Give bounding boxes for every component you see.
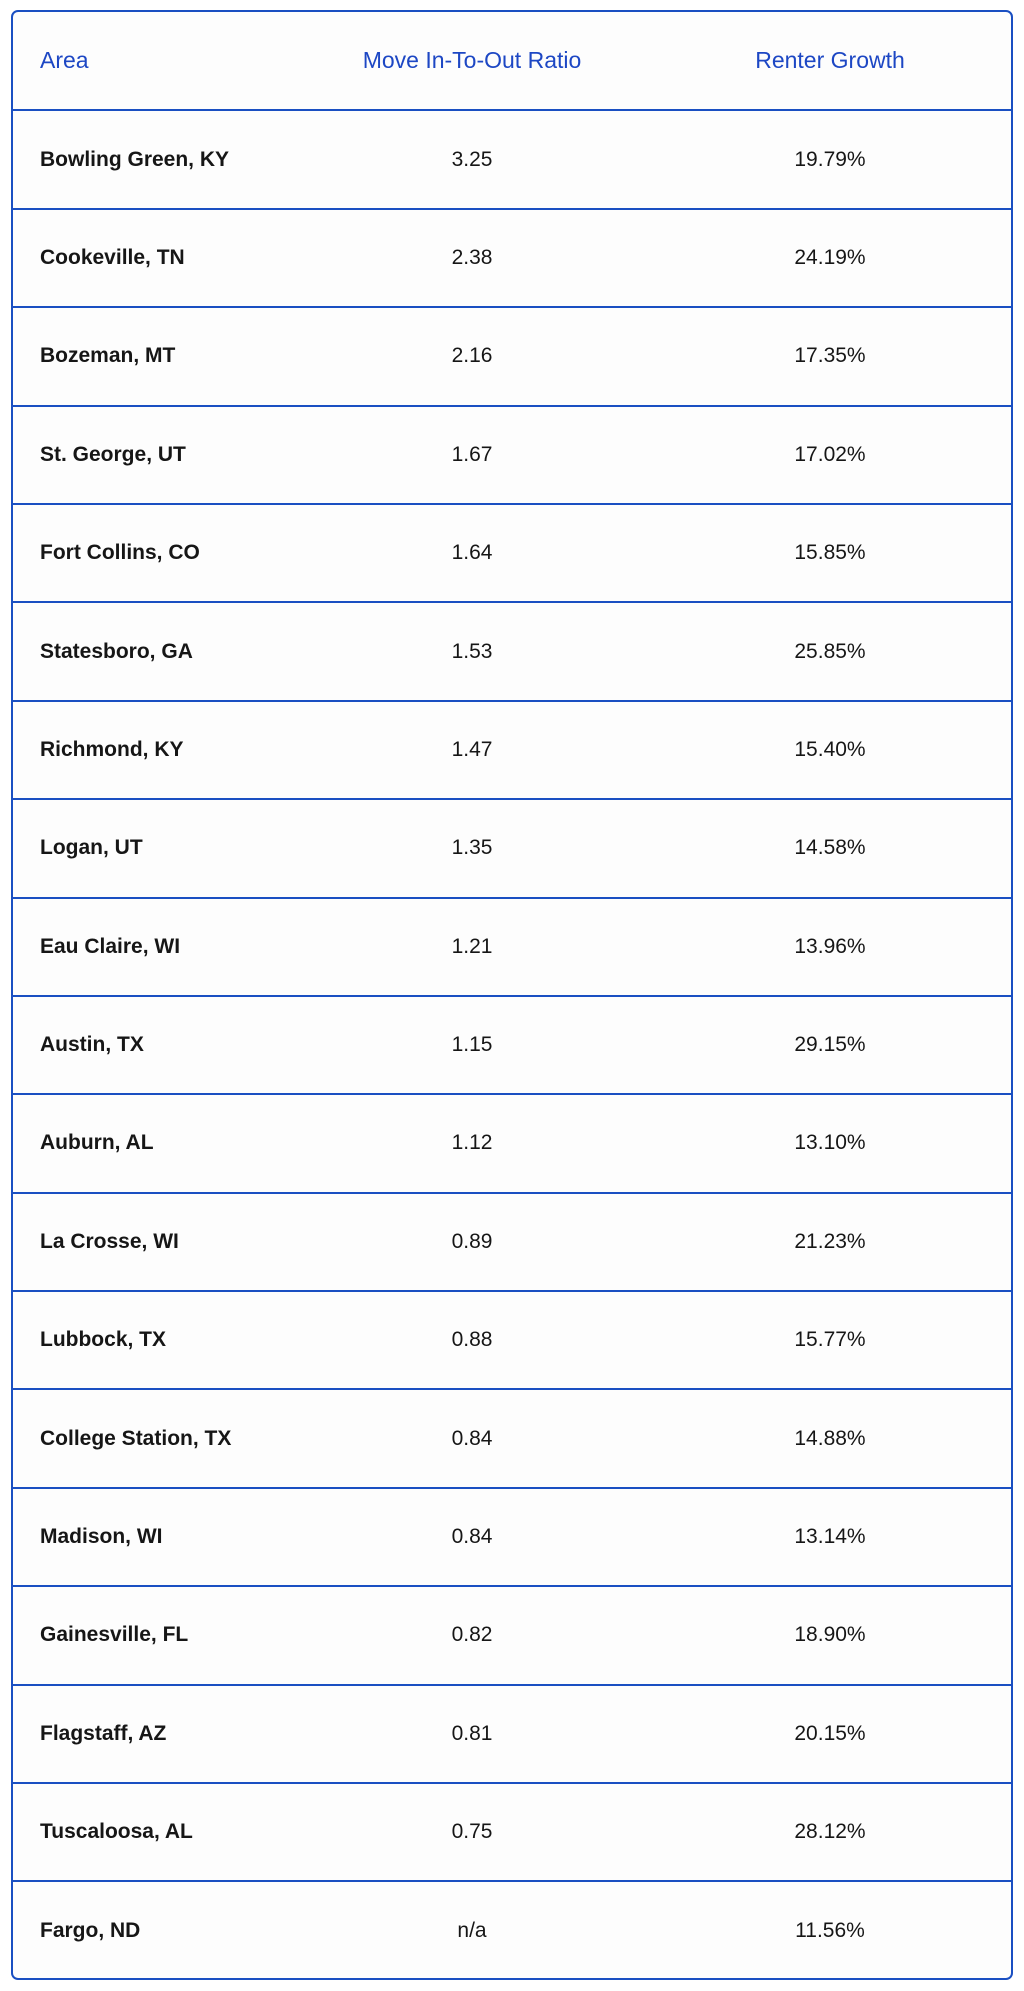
move-ratio-cell: 0.75	[297, 1782, 647, 1882]
renter-growth-cell: 15.77%	[647, 1290, 1011, 1390]
renter-growth-cell: 17.35%	[647, 306, 1011, 406]
table-row: Logan, UT 1.35 14.58%	[13, 798, 1011, 898]
renter-growth-cell: 17.02%	[647, 404, 1011, 504]
table-row: Lubbock, TX 0.88 15.77%	[13, 1290, 1011, 1390]
move-ratio-cell: 0.84	[297, 1486, 647, 1587]
table-row: Fargo, ND n/a 11.56%	[13, 1880, 1011, 1978]
renter-growth-cell: 24.19%	[647, 207, 1011, 308]
table-row: Gainesville, FL 0.82 18.90%	[13, 1585, 1011, 1685]
data-table: Area Move In-To-Out Ratio Renter Growth …	[13, 12, 1011, 1978]
move-ratio-cell: 0.88	[297, 1290, 647, 1390]
header-row: Area Move In-To-Out Ratio Renter Growth	[13, 12, 1011, 111]
table-row: Flagstaff, AZ 0.81 20.15%	[13, 1683, 1011, 1784]
column-header-area: Area	[40, 47, 89, 74]
area-cell: Bowling Green, KY	[40, 147, 230, 171]
move-ratio-cell: 2.38	[297, 207, 647, 308]
move-ratio-cell: n/a	[297, 1880, 647, 1978]
renter-growth-cell: 14.58%	[647, 798, 1011, 898]
area-cell: Tuscaloosa, AL	[13, 1782, 297, 1882]
area-cell: Madison, WI	[13, 1486, 297, 1587]
renter-growth-cell: 21.23%	[647, 1191, 1011, 1292]
area-cell: La Crosse, WI	[13, 1191, 297, 1292]
area-cell: Fargo, ND	[13, 1880, 297, 1978]
table-body: Bowling Green, KY 3.25 19.79% Cookeville, T…	[13, 110, 1011, 1978]
renter-growth-cell: 19.79%	[794, 147, 866, 171]
move-ratio-cell: 0.81	[297, 1683, 647, 1784]
renter-growth-cell: 20.15%	[647, 1683, 1011, 1784]
table-row: Fort Collins, CO 1.64 15.85%	[13, 502, 1011, 603]
area-cell: Richmond, KY	[13, 699, 297, 800]
area-cell: St. George, UT	[13, 404, 297, 504]
renter-growth-cell: 13.10%	[647, 1093, 1011, 1193]
move-ratio-cell: 1.53	[297, 601, 647, 701]
table-row: Bowling Green, KY 3.25 19.79%	[13, 110, 1011, 208]
table-row: La Crosse, WI 0.89 21.23%	[13, 1191, 1011, 1292]
table-row: Auburn, AL 1.12 13.10%	[13, 1093, 1011, 1193]
move-ratio-cell: 1.67	[297, 404, 647, 504]
move-ratio-cell: 1.12	[297, 1093, 647, 1193]
column-header-move-ratio: Move In-To-Out Ratio	[362, 47, 582, 74]
area-cell: Austin, TX	[13, 994, 297, 1095]
data-table-container: Area Move In-To-Out Ratio Renter Growth …	[11, 10, 1013, 1980]
area-cell: Eau Claire, WI	[13, 896, 297, 996]
renter-growth-cell: 15.40%	[647, 699, 1011, 800]
move-ratio-cell: 1.47	[297, 699, 647, 800]
table-row: Cookeville, TN 2.38 24.19%	[13, 207, 1011, 308]
table-row: Richmond, KY 1.47 15.40%	[13, 699, 1011, 800]
renter-growth-cell: 15.85%	[647, 502, 1011, 603]
area-cell: Auburn, AL	[13, 1093, 297, 1193]
move-ratio-cell: 1.15	[297, 994, 647, 1095]
move-ratio-cell: 1.64	[297, 502, 647, 603]
area-cell: Bozeman, MT	[13, 306, 297, 406]
move-ratio-cell: 0.89	[297, 1191, 647, 1292]
table-row: Bozeman, MT 2.16 17.35%	[13, 306, 1011, 406]
renter-growth-cell: 14.88%	[647, 1388, 1011, 1488]
table-row: Eau Claire, WI 1.21 13.96%	[13, 896, 1011, 996]
move-ratio-cell: 1.35	[297, 798, 647, 898]
area-cell: Statesboro, GA	[13, 601, 297, 701]
table-header: Area Move In-To-Out Ratio Renter Growth	[13, 12, 1011, 111]
move-ratio-cell: 2.16	[297, 306, 647, 406]
move-ratio-cell: 0.82	[297, 1585, 647, 1685]
renter-growth-cell: 13.96%	[647, 896, 1011, 996]
area-cell: Gainesville, FL	[13, 1585, 297, 1685]
area-cell: Logan, UT	[13, 798, 297, 898]
table-row: Tuscaloosa, AL 0.75 28.12%	[13, 1782, 1011, 1882]
area-cell: Flagstaff, AZ	[13, 1683, 297, 1784]
renter-growth-cell: 25.85%	[647, 601, 1011, 701]
move-ratio-cell: 1.21	[297, 896, 647, 996]
renter-growth-cell: 28.12%	[647, 1782, 1011, 1882]
table-row: College Station, TX 0.84 14.88%	[13, 1388, 1011, 1488]
area-cell: Fort Collins, CO	[13, 502, 297, 603]
table-row: Statesboro, GA 1.53 25.85%	[13, 601, 1011, 701]
renter-growth-cell: 29.15%	[647, 994, 1011, 1095]
renter-growth-cell: 11.56%	[647, 1880, 1011, 1978]
area-cell: Cookeville, TN	[13, 207, 297, 308]
renter-growth-cell: 13.14%	[647, 1486, 1011, 1587]
renter-growth-cell: 18.90%	[647, 1585, 1011, 1685]
table-row: Austin, TX 1.15 29.15%	[13, 994, 1011, 1095]
area-cell: Lubbock, TX	[13, 1290, 297, 1390]
table-row: Madison, WI 0.84 13.14%	[13, 1486, 1011, 1587]
move-ratio-cell: 3.25	[451, 147, 493, 171]
column-header-renter-growth: Renter Growth	[755, 47, 905, 74]
move-ratio-cell: 0.84	[297, 1388, 647, 1488]
table-row: St. George, UT 1.67 17.02%	[13, 404, 1011, 504]
area-cell: College Station, TX	[13, 1388, 297, 1488]
